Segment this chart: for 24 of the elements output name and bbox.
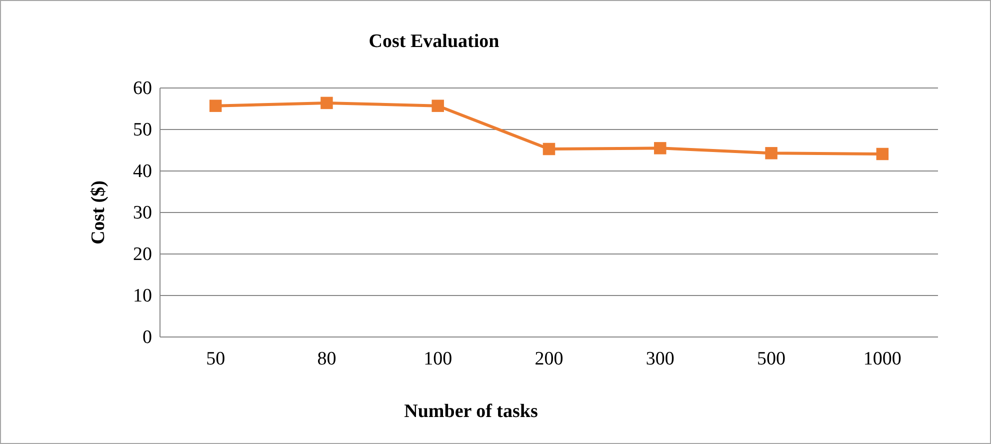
point bbox=[209, 100, 222, 112]
x-tick-label: 80 bbox=[317, 348, 336, 370]
x-tick-label: 50 bbox=[206, 348, 226, 370]
y-tick-label: 20 bbox=[133, 244, 152, 266]
y-tick-label: 10 bbox=[133, 286, 152, 307]
y-tick-label: 60 bbox=[133, 78, 152, 100]
point bbox=[765, 147, 778, 160]
x-tick-label: 100 bbox=[424, 348, 452, 370]
x-tick-label: 1000 bbox=[863, 348, 902, 370]
point bbox=[432, 100, 444, 112]
point bbox=[320, 96, 333, 110]
y-tick-label: 30 bbox=[133, 202, 152, 224]
y-axis-title: Cost ($) bbox=[88, 180, 109, 244]
x-tick-label: 500 bbox=[757, 348, 786, 370]
point bbox=[654, 142, 666, 154]
point bbox=[876, 148, 889, 160]
x-axis-title: Number of tasks bbox=[404, 401, 538, 422]
y-tick-label: 0 bbox=[142, 327, 152, 348]
y-tick-label: 50 bbox=[133, 120, 152, 141]
point bbox=[542, 142, 556, 156]
x-tick-label: 300 bbox=[646, 348, 674, 370]
x-tick-label: 200 bbox=[534, 348, 564, 370]
chart-title: Cost Evaluation bbox=[368, 31, 500, 52]
y-tick-label: 40 bbox=[133, 161, 152, 182]
